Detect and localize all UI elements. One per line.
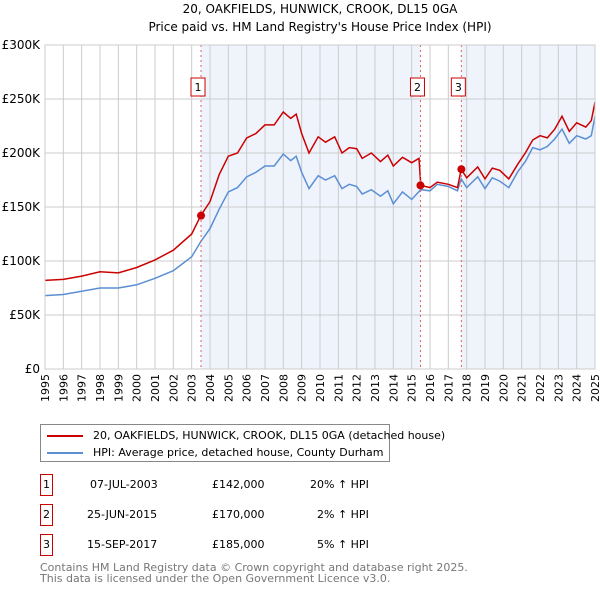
- x-tick-label: 2005: [222, 374, 235, 402]
- sale-row: 1 07-JUL-2003 £142,000 20% ↑ HPI: [40, 474, 440, 496]
- x-tick-label: 2000: [131, 374, 144, 402]
- x-tick-label: 2002: [167, 374, 180, 402]
- chart-svg: 20, OAKFIELDS, HUNWICK, CROOK, DL15 0GA …: [2, 2, 600, 402]
- sale-label: 3: [455, 81, 462, 94]
- x-tick-label: 1999: [112, 374, 125, 402]
- y-tick-label: £200K: [2, 146, 42, 160]
- sale-point: [457, 165, 466, 174]
- x-tick-label: 1998: [94, 374, 107, 402]
- sale-date: 15-SEP-2017: [87, 538, 158, 551]
- x-tick-label: 2019: [479, 374, 492, 402]
- chart-subtitle: Price paid vs. HM Land Registry's House …: [148, 20, 491, 34]
- legend-label: HPI: Average price, detached house, Coun…: [93, 446, 384, 459]
- sale-label-box: [190, 77, 206, 97]
- y-tick-label: £50K: [9, 308, 41, 322]
- x-tick-label: 2006: [241, 374, 254, 402]
- x-tick-label: 2017: [442, 374, 455, 402]
- x-tick-label: 2004: [204, 374, 217, 402]
- x-tick-label: 2015: [406, 374, 419, 402]
- sale-marker-badge: 2: [40, 504, 53, 526]
- x-tick-label: 1996: [57, 374, 70, 402]
- sale-price: £185,000: [212, 538, 265, 551]
- x-tick-label: 2008: [277, 374, 290, 402]
- x-tick-label: 2022: [534, 374, 547, 402]
- x-tick-label: 2010: [314, 374, 327, 402]
- footer-line: Contains HM Land Registry data © Crown c…: [40, 561, 468, 574]
- x-tick-label: 2023: [552, 374, 565, 402]
- sale-marker-badge: 1: [40, 474, 53, 496]
- y-tick-label: £100K: [2, 254, 42, 268]
- x-tick-label: 1995: [39, 374, 52, 402]
- legend-item-hpi: HPI: Average price, detached house, Coun…: [47, 444, 384, 461]
- x-tick-label: 1997: [76, 374, 89, 402]
- chart-title: 20, OAKFIELDS, HUNWICK, CROOK, DL15 0GA: [183, 2, 459, 16]
- sale-point: [416, 181, 425, 190]
- legend-label: 20, OAKFIELDS, HUNWICK, CROOK, DL15 0GA …: [93, 429, 446, 442]
- sale-row: 2 25-JUN-2015 £170,000 2% ↑ HPI: [40, 504, 440, 526]
- footer-line: This data is licensed under the Open Gov…: [40, 572, 391, 585]
- x-tick-label: 2003: [186, 374, 199, 402]
- legend-swatch-red: [47, 434, 83, 437]
- x-tick-label: 2021: [516, 374, 529, 402]
- plot-border: [44, 44, 596, 370]
- legend: 20, OAKFIELDS, HUNWICK, CROOK, DL15 0GA …: [40, 424, 445, 462]
- sale-date: 07-JUL-2003: [90, 478, 158, 491]
- x-tick-label: 2011: [332, 374, 345, 402]
- sale-hpi: 5% ↑ HPI: [317, 538, 369, 551]
- x-tick-label: 2018: [461, 374, 474, 402]
- sale-label: 1: [195, 81, 202, 94]
- x-tick-label: 2016: [424, 374, 437, 402]
- x-tick-label: 2001: [149, 374, 162, 402]
- sale-point: [197, 211, 206, 220]
- sale-row: 3 15-SEP-2017 £185,000 5% ↑ HPI: [40, 534, 440, 556]
- x-tick-label: 2013: [369, 374, 382, 402]
- legend-swatch-blue: [47, 451, 83, 454]
- x-tick-label: 2020: [497, 374, 510, 402]
- x-tick-label: 2025: [589, 374, 600, 402]
- sale-label-box: [450, 77, 466, 97]
- x-tick-label: 2009: [296, 374, 309, 402]
- footer: Contains HM Land Registry data © Crown c…: [40, 562, 468, 584]
- series-line: [44, 102, 596, 282]
- y-tick-label: £0: [25, 362, 40, 376]
- sale-hpi: 20% ↑ HPI: [310, 478, 369, 491]
- y-tick-label: £300K: [2, 38, 42, 52]
- x-tick-label: 2024: [571, 374, 584, 402]
- sale-hpi: 2% ↑ HPI: [317, 508, 369, 521]
- sale-label-box: [409, 77, 425, 97]
- x-tick-label: 2014: [387, 374, 400, 402]
- y-tick-label: £150K: [2, 200, 42, 214]
- sale-marker-badge: 3: [40, 534, 53, 556]
- sale-price: £170,000: [212, 508, 265, 521]
- sale-date: 25-JUN-2015: [87, 508, 158, 521]
- series-line: [44, 116, 596, 297]
- y-tick-label: £250K: [2, 92, 42, 106]
- x-tick-label: 2012: [351, 374, 364, 402]
- sale-label: 2: [414, 81, 421, 94]
- x-tick-label: 2007: [259, 374, 272, 402]
- sale-price: £142,000: [212, 478, 265, 491]
- legend-item-property: 20, OAKFIELDS, HUNWICK, CROOK, DL15 0GA …: [47, 427, 445, 444]
